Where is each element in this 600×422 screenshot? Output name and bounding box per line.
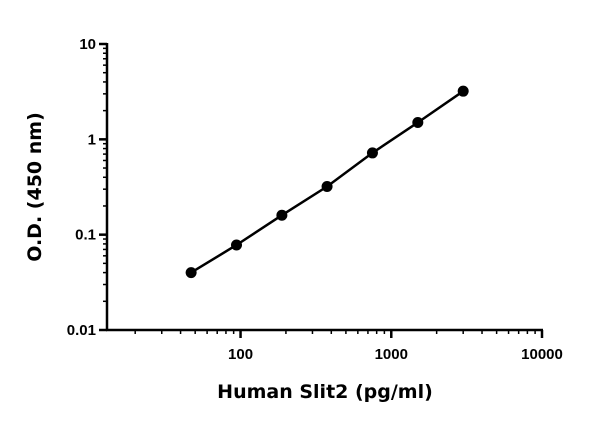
x-tick-label: 100 [228, 346, 253, 363]
y-tick-label: 10 [79, 36, 96, 53]
y-axis-title: O.D. (450 nm) [24, 112, 46, 262]
data-point-marker [412, 117, 424, 129]
data-point-marker [276, 209, 288, 221]
x-tick-label: 10000 [521, 346, 563, 363]
y-axis: 0.01 0.1 1 10 [67, 36, 109, 339]
x-axis-title: Human Slit2 (pg/ml) [217, 381, 433, 403]
y-tick-label: 1 [88, 131, 96, 148]
x-axis: 100 1000 10000 [106, 328, 563, 363]
x-tick-label: 1000 [375, 346, 408, 363]
data-point-marker [366, 147, 378, 159]
data-series [185, 85, 469, 279]
data-point-marker [231, 239, 243, 251]
data-point-marker [457, 85, 469, 97]
data-point-marker [321, 181, 333, 193]
y-tick-label: 0.1 [75, 227, 96, 244]
y-tick-label: 0.01 [67, 322, 96, 339]
data-point-marker [185, 267, 197, 279]
